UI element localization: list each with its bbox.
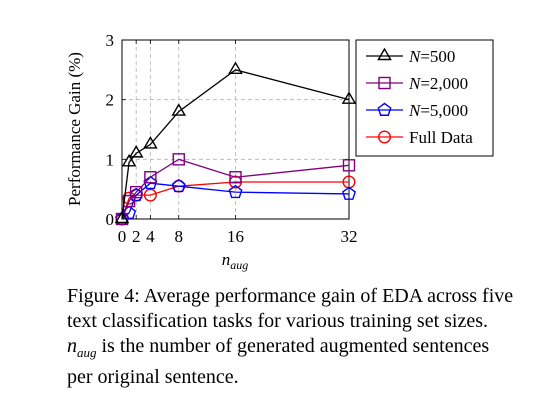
legend-item: N=500 [366,47,455,66]
data-point [121,153,137,167]
caption-label: Figure 4: [67,285,140,307]
data-point [342,159,356,172]
y-tick-label: 0 [106,210,115,229]
legend-label: Full Data [409,128,473,147]
legend-item: N=5,000 [366,101,468,120]
x-tick-label: 0 [118,227,127,246]
legend-item: N=2,000 [366,74,468,93]
y-axis-label: Performance Gain (%) [65,52,84,206]
data-point [143,188,157,202]
data-point [144,171,157,184]
legend-marker [377,102,392,116]
data-point [171,178,186,193]
x-axis-label: naug [222,250,249,272]
caption-line-2: text classification tasks for various tr… [67,310,489,332]
y-tick-label: 2 [106,91,115,110]
legend-label: N=500 [408,47,455,66]
series-line [121,69,350,220]
data-point [114,210,130,224]
series-line [121,158,350,220]
data-point [171,103,187,116]
x-tick-label: 16 [227,227,244,246]
legend-marker [377,47,392,61]
legend-marker [378,76,391,90]
caption-line-1: Figure 4: Average performance gain of ED… [67,285,514,307]
legend-label: N=5,000 [408,101,468,120]
data-point [229,171,242,184]
x-tick-label: 32 [341,227,358,246]
caption-line-3: naug is the number of generated augmente… [67,335,490,360]
y-tick-label: 1 [106,150,115,169]
series-triangle [114,61,357,224]
data-point [129,185,143,199]
legend-marker [378,130,392,144]
data-point [122,205,137,219]
legend-label: N=2,000 [408,74,468,93]
y-tick-label: 3 [106,31,115,50]
figure-caption: Figure 4: Average performance gain of ED… [67,284,537,390]
x-tick-label: 2 [132,227,141,246]
data-point [115,212,129,226]
legend: N=500 N=2,000 N=5,000 Full Data [355,39,494,157]
x-tick-label: 8 [175,227,184,246]
data-point [143,136,158,149]
series [114,61,357,226]
data-point [341,186,357,200]
legend-item: Full Data [366,128,473,147]
x-tick-label: 4 [146,227,155,246]
caption-line-4: per original sentence. [67,366,239,388]
data-point [228,61,243,75]
series-line [121,181,349,220]
data-point [128,144,144,158]
caption-math-naug: naug [67,335,97,360]
data-point [341,91,357,104]
data-point [172,153,185,166]
data-point [342,175,356,189]
data-point [228,184,243,199]
